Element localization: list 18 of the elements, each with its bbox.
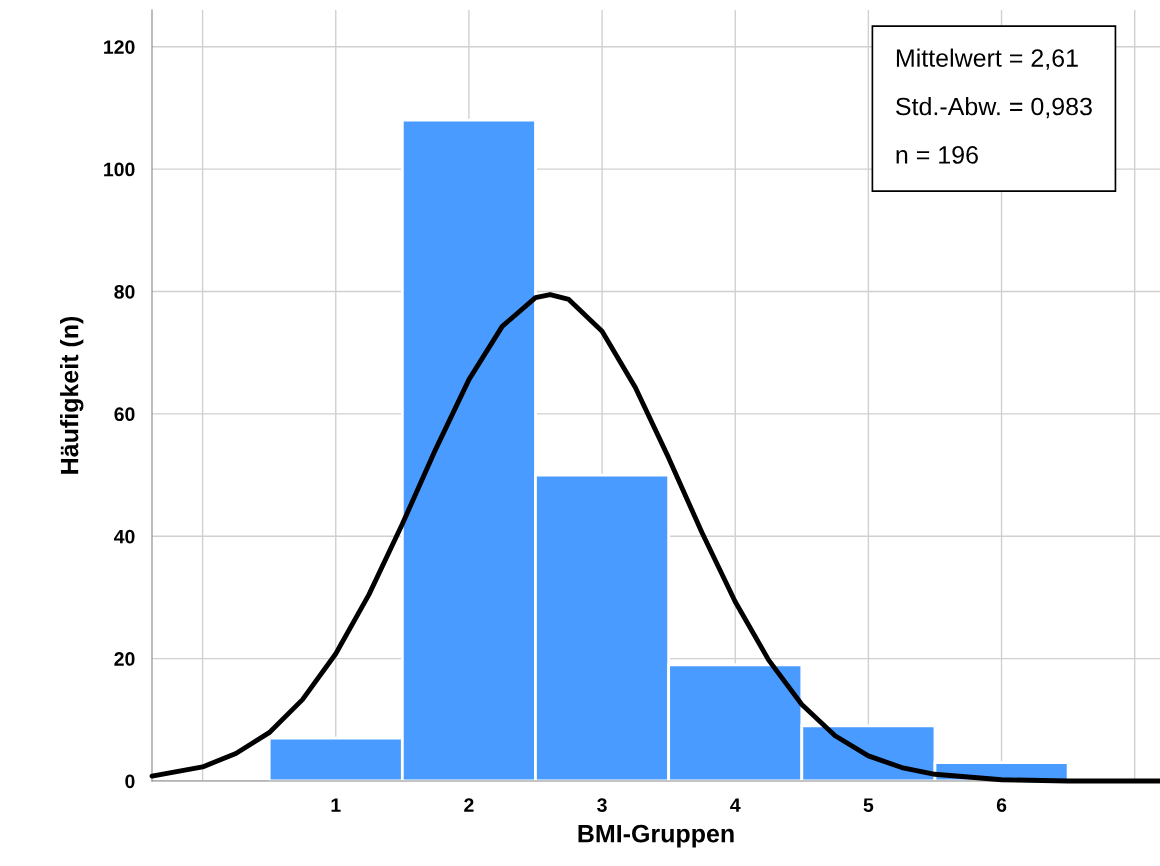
x-tick-label: 1 [331, 798, 341, 812]
y-tick-label: 120 [104, 40, 135, 54]
y-tick-label: 100 [104, 162, 135, 177]
x-tick-label: 5 [863, 798, 874, 812]
x-tick-label: 4 [730, 798, 741, 812]
y-tick-label: 0 [125, 774, 135, 789]
y-tick-label: 20 [114, 652, 135, 666]
x-tick-label: 3 [597, 798, 607, 812]
y-tick-label: 80 [114, 284, 135, 299]
x-axis-title: BMI-Gruppen [578, 824, 734, 848]
annotation: Mittelwert = 2,61 [896, 48, 1078, 70]
y-axis-title: Häufigkeit (n) [60, 316, 84, 474]
annotation: Std.-Abw. = 0,983 [896, 96, 1092, 119]
x-tick-label: 2 [464, 798, 474, 812]
y-tick-label: 60 [114, 407, 135, 422]
y-tick-label: 40 [114, 529, 135, 544]
x-tick-label: 6 [996, 798, 1007, 812]
annotation: n = 196 [896, 146, 978, 164]
